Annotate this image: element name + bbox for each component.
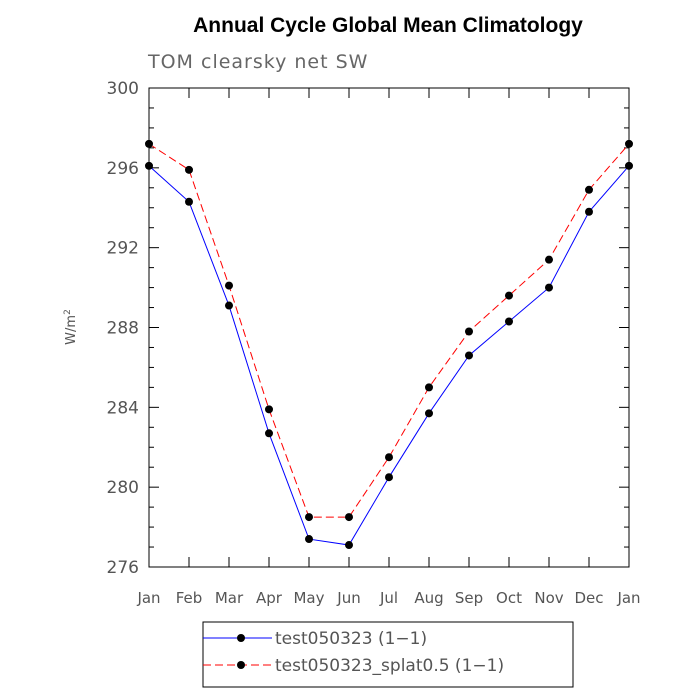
series-1-point <box>305 535 313 544</box>
series-2-point <box>465 327 473 336</box>
series-2-point <box>385 453 393 462</box>
y-tick-label: 292 <box>107 239 139 259</box>
x-tick-label: Sep <box>455 589 483 607</box>
y-tick-label: 300 <box>107 79 139 99</box>
series-1-point <box>545 283 553 292</box>
x-tick-label: Jan <box>616 589 640 607</box>
series-1-point <box>145 161 153 170</box>
series-1-point <box>625 161 633 170</box>
x-tick-label: Dec <box>574 589 603 607</box>
series-1-point <box>385 473 393 482</box>
series-2-point <box>305 513 313 522</box>
x-tick-label: Jan <box>136 589 160 607</box>
chart-title: Annual Cycle Global Mean Climatology <box>193 14 583 37</box>
x-tick-label: May <box>293 589 324 607</box>
series-1-point <box>265 429 273 438</box>
series-2-point <box>225 281 233 290</box>
series-1-point <box>585 207 593 216</box>
x-tick-label: Jun <box>336 589 360 607</box>
y-axis-label: W/m2 <box>63 309 79 345</box>
series-1-point <box>345 541 353 550</box>
legend-label-2: test050323_splat0.5 (1−1) <box>275 656 504 676</box>
y-axis-label-unit: W/m <box>64 315 79 345</box>
y-axis: 276 280 284 288 292 296 300 <box>107 79 629 578</box>
series-1-point <box>225 301 233 310</box>
x-axis: Jan Feb Mar Apr May Jun Jul Aug Sep Oct Nov Dec Jan <box>136 88 641 607</box>
series-2-point <box>425 383 433 392</box>
x-tick-label: Aug <box>414 589 443 607</box>
series-2-point <box>505 291 513 300</box>
series-2-point <box>145 139 153 148</box>
y-tick-label: 296 <box>107 159 139 179</box>
series-line-1 <box>148 165 630 546</box>
x-tick-label: Jul <box>379 589 398 607</box>
y-tick-label: 276 <box>107 558 139 578</box>
legend: test050323 (1−1) test050323_splat0.5 (1−1… <box>202 621 574 688</box>
legend-marker-2 <box>237 661 245 669</box>
series-2-point <box>185 165 193 174</box>
y-tick-label: 284 <box>107 398 139 418</box>
y-axis-label-superscript: 2 <box>63 309 73 315</box>
legend-box <box>202 621 574 688</box>
series-1-point <box>425 409 433 418</box>
x-tick-label: Feb <box>176 589 203 607</box>
series-layer <box>145 139 633 550</box>
legend-label-1: test050323 (1−1) <box>275 629 427 649</box>
x-tick-label: Mar <box>215 589 244 607</box>
y-tick-label: 280 <box>107 478 139 498</box>
x-tick-label: Nov <box>534 589 563 607</box>
series-1-point <box>465 351 473 360</box>
series-2-point <box>625 139 633 148</box>
y-tick-label: 288 <box>107 319 139 339</box>
x-tick-label: Oct <box>496 589 522 607</box>
series-1-point <box>505 317 513 326</box>
series-2-point <box>545 255 553 264</box>
series-2-point <box>585 185 593 194</box>
series-2-point <box>345 513 353 522</box>
chart-subtitle: TOM clearsky net SW <box>147 51 368 73</box>
plot-frame <box>148 87 630 568</box>
plot-area: 276 280 284 288 292 296 300 Jan Feb Mar Apr May Jun… <box>107 79 641 607</box>
x-tick-label: Apr <box>256 589 283 607</box>
series-1-point <box>185 197 193 206</box>
legend-marker-1 <box>237 634 245 642</box>
series-2-point <box>265 405 273 414</box>
